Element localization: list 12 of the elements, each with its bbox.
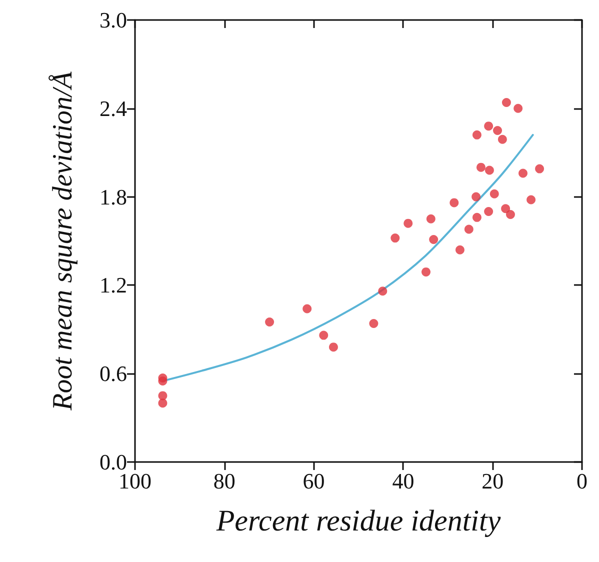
y-axis-title: Root mean square deviation/Å: [48, 70, 78, 412]
x-tick-label: 40: [392, 468, 414, 494]
x-tick-label: 60: [302, 468, 325, 494]
x-tick-label: 0: [576, 468, 588, 494]
x-tick-label: 20: [482, 468, 504, 494]
y-tick-label: 2.4: [100, 96, 127, 121]
y-tick-label: 1.8: [100, 184, 127, 210]
y-tick-label: 0.6: [100, 361, 127, 386]
x-axis-title: Percent residue identity: [215, 504, 502, 538]
x-tick-label: 80: [213, 468, 236, 494]
y-tick-label: 3.0: [100, 8, 127, 32]
y-tick-label: 1.2: [100, 272, 127, 298]
